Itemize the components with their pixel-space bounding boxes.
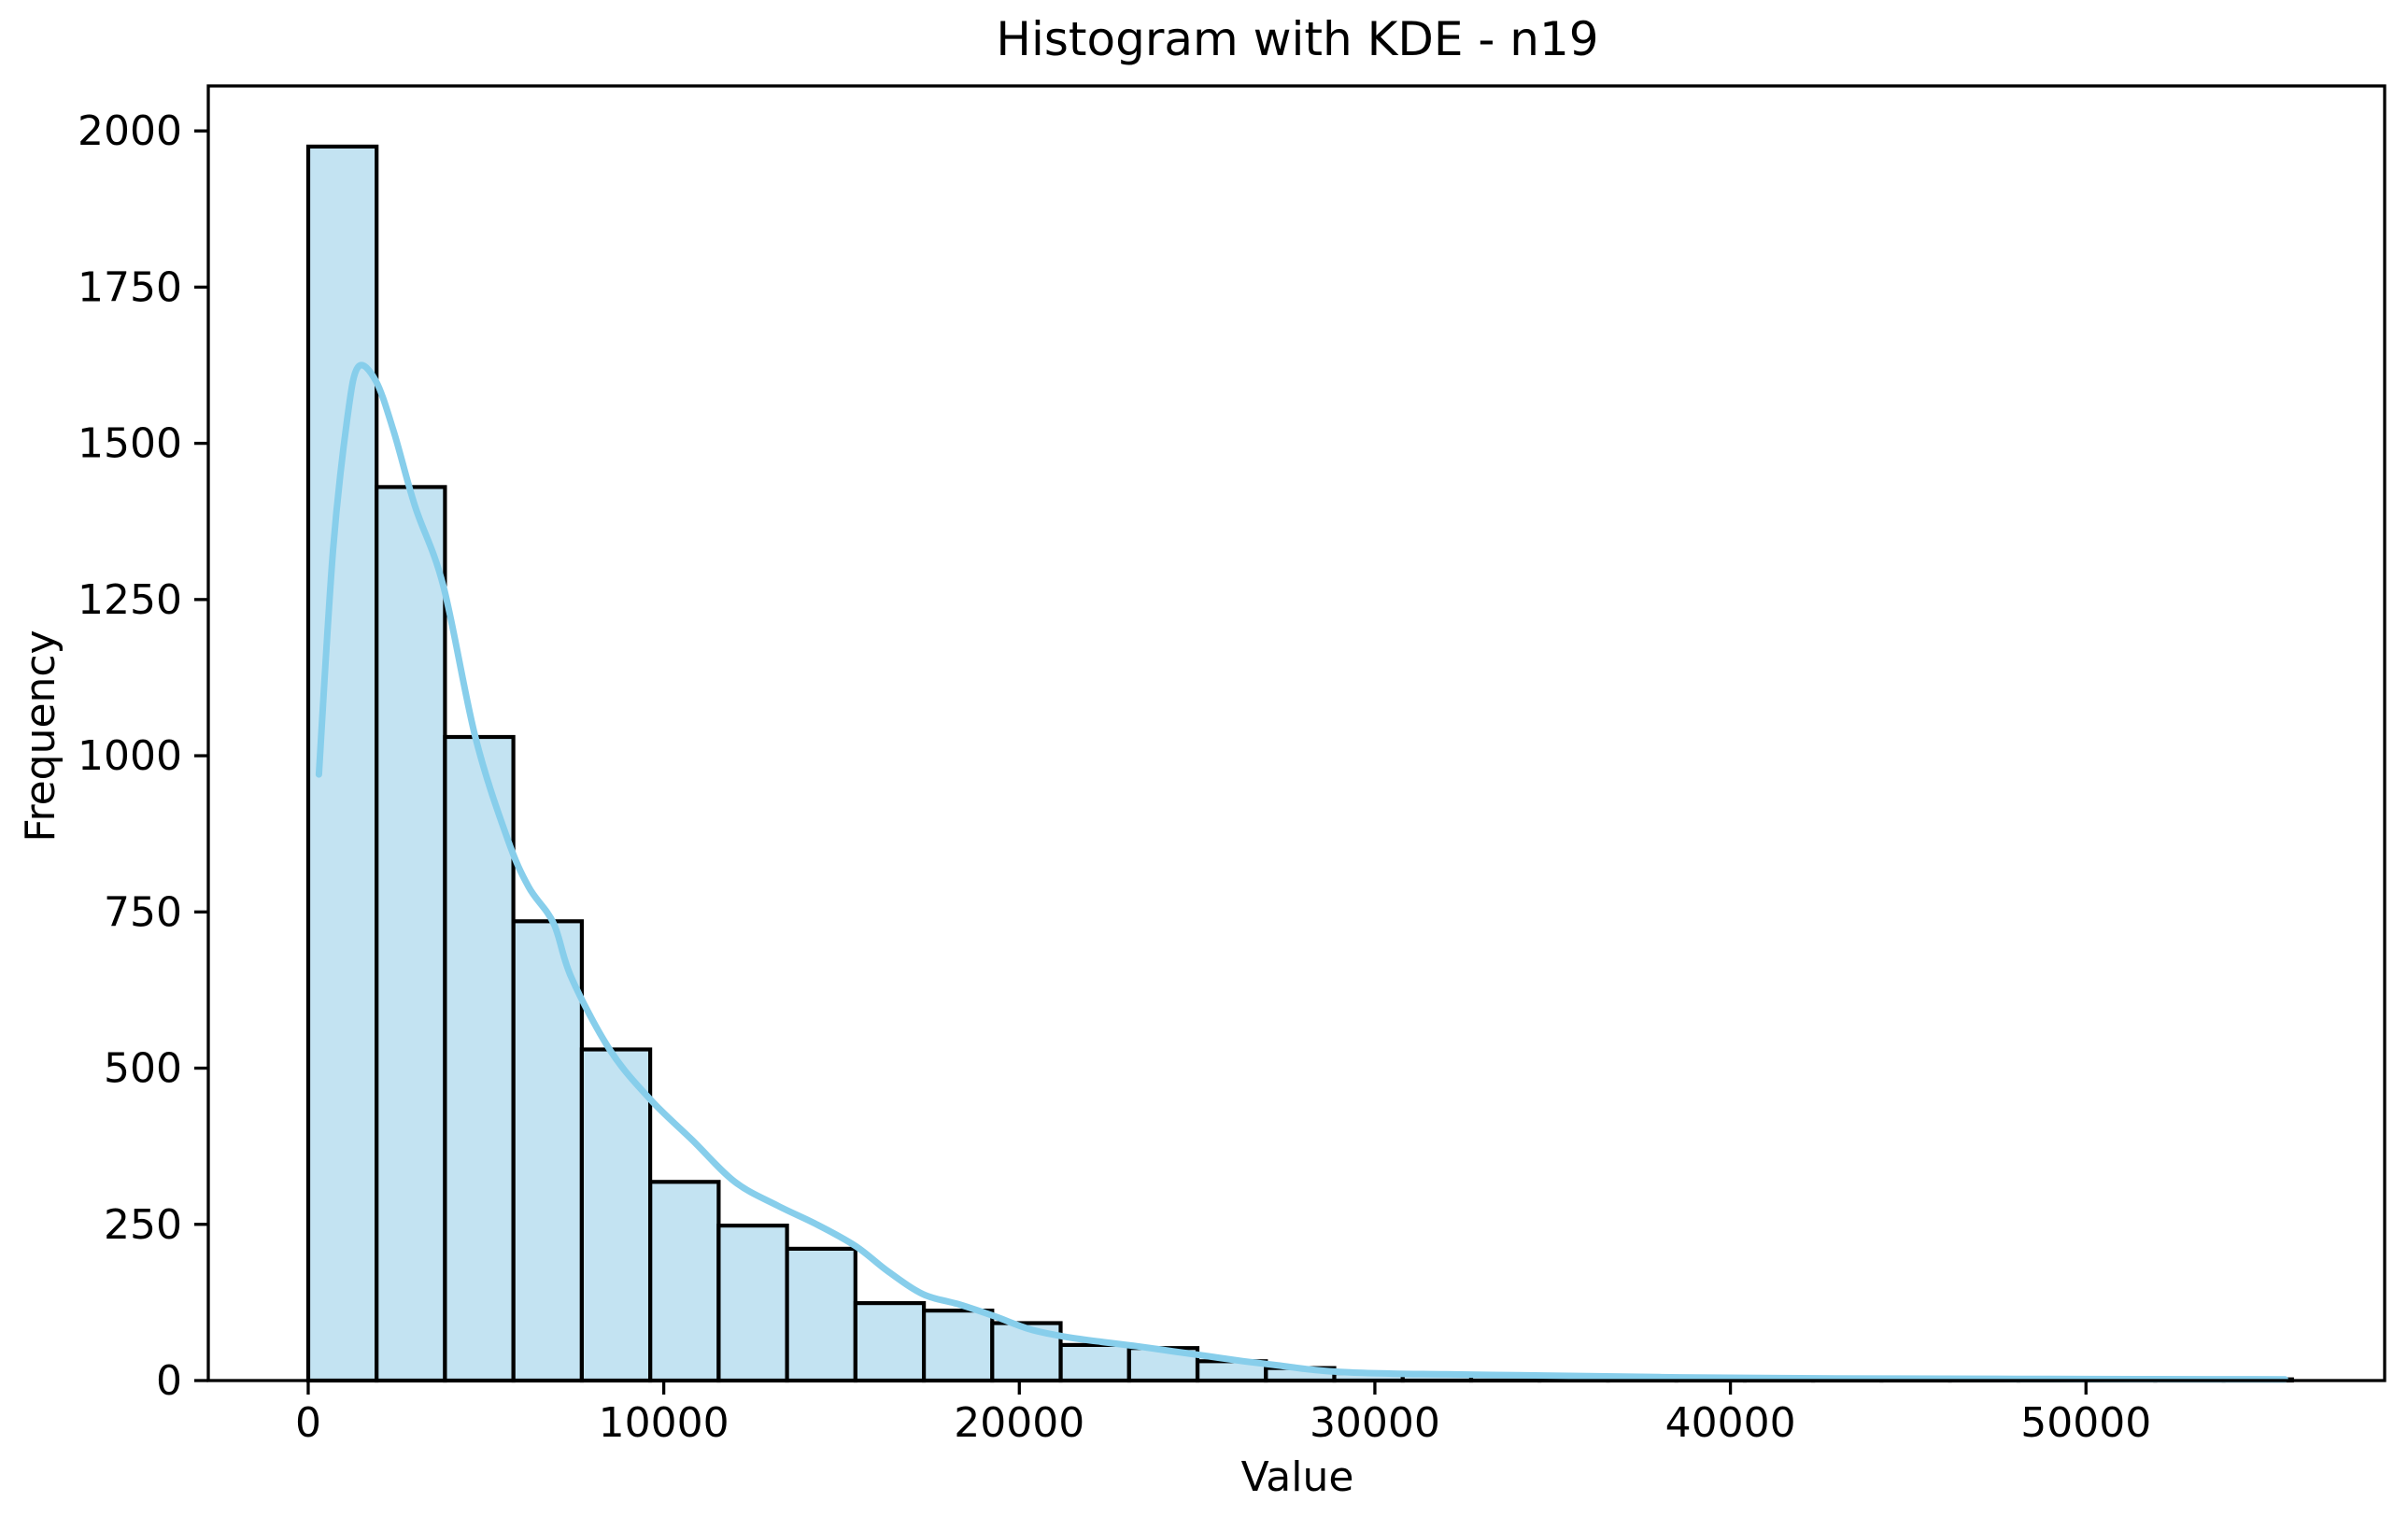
histogram-bar bbox=[648, 1180, 721, 1383]
y-tick-label: 2000 bbox=[78, 107, 182, 155]
y-axis-ticks: 0 250 500 750 1000 1250 1500 1750 2000 bbox=[78, 107, 208, 1405]
histogram-bar bbox=[785, 1246, 857, 1383]
x-tick-label: 40000 bbox=[1665, 1399, 1796, 1447]
y-tick-label: 1000 bbox=[78, 732, 182, 780]
kde-path bbox=[315, 361, 2288, 1383]
histogram-bar bbox=[443, 734, 516, 1383]
histogram-bar bbox=[853, 1300, 927, 1383]
histogram-bar bbox=[579, 1047, 653, 1383]
y-tick-label: 0 bbox=[156, 1357, 182, 1405]
chart-title: Histogram with KDE - n19 bbox=[996, 12, 1599, 66]
y-tick-label: 250 bbox=[104, 1201, 182, 1249]
x-tick-label: 30000 bbox=[1310, 1399, 1440, 1447]
y-tick-label: 1500 bbox=[78, 420, 182, 468]
x-tick-label: 10000 bbox=[599, 1399, 729, 1447]
y-tick-label: 500 bbox=[104, 1045, 182, 1093]
histogram-bar bbox=[1058, 1342, 1131, 1383]
histogram-bar bbox=[375, 485, 447, 1383]
y-tick-label: 1750 bbox=[78, 263, 182, 311]
x-tick-label: 50000 bbox=[2020, 1399, 2151, 1447]
histogram-bar bbox=[716, 1223, 789, 1383]
histogram-bar bbox=[511, 919, 585, 1383]
y-axis-label-text: Frequency bbox=[17, 630, 64, 843]
x-tick-label: 0 bbox=[295, 1399, 321, 1447]
y-tick-label: 750 bbox=[104, 888, 182, 936]
axes-spines bbox=[206, 84, 2387, 1382]
x-axis-ticks: 0 10000 20000 30000 40000 50000 bbox=[295, 1381, 2151, 1447]
y-tick-label: 1250 bbox=[78, 576, 182, 624]
kde-curve bbox=[315, 361, 2288, 1383]
x-tick-label: 20000 bbox=[954, 1399, 1084, 1447]
x-axis-label: Value bbox=[1240, 1453, 1354, 1501]
plot-frame bbox=[206, 84, 2387, 1382]
histogram-bar bbox=[921, 1308, 995, 1383]
histogram-bars bbox=[305, 144, 2294, 1383]
